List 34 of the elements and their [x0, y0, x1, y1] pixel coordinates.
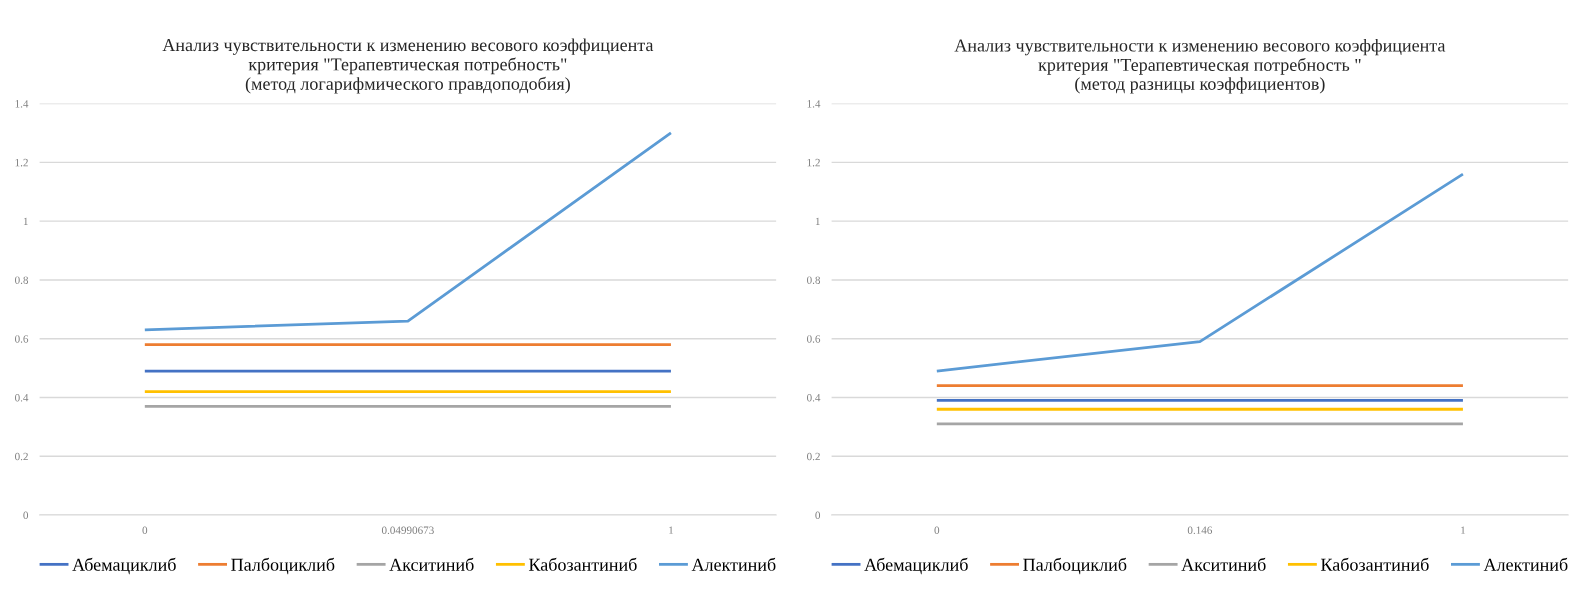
legend-label: Кабозантиниб	[1320, 557, 1429, 571]
y-tick-label: 0.8	[15, 276, 29, 284]
y-tick-label: 0.2	[807, 452, 820, 461]
y-tick-label: 0.2	[15, 452, 28, 461]
y-tick-label: 0	[23, 511, 29, 519]
x-tick-label: 0	[142, 526, 148, 534]
legend-label: Алектиниб	[691, 557, 776, 571]
y-tick-label: 0	[815, 511, 821, 519]
x-tick-label: 1	[1461, 526, 1466, 534]
legend-label: Палбоциклиб	[231, 557, 335, 575]
legend-label: Акситиниб	[1181, 557, 1266, 571]
y-tick-label: 1	[815, 217, 820, 226]
x-tick-label: 1	[669, 526, 674, 534]
x-tick-label: 0.04990673	[381, 526, 434, 535]
y-tick-label: 0.4	[807, 393, 821, 402]
chart-title: Анализ чувствительности к изменению весового коэффициента критерия "Терапевтическая потребность " (метод разницы коэффициентов)	[954, 38, 1446, 94]
y-tick-label: 1	[23, 217, 28, 226]
y-tick-label: 1.4	[807, 100, 821, 108]
legend-label: Абемациклиб	[864, 557, 968, 575]
x-tick-label: 0.146	[1187, 526, 1213, 535]
y-tick-label: 1.2	[807, 158, 820, 167]
y-tick-label: 0.4	[15, 393, 29, 402]
legend-label: Абемациклиб	[72, 557, 176, 575]
legend-label: Акситиниб	[389, 557, 474, 571]
y-tick-label: 0.6	[15, 335, 29, 343]
legend-label: Палбоциклиб	[1023, 557, 1127, 575]
y-tick-label: 1.2	[15, 158, 28, 167]
legend-label: Алектиниб	[1483, 557, 1568, 571]
y-tick-label: 0.6	[807, 335, 821, 343]
y-tick-label: 1.4	[15, 100, 29, 108]
chart-title: Анализ чувствительности к изменению весового коэффициента критерия "Терапевтическая потребность" (метод логарифмического правдоподобия)	[162, 38, 654, 94]
y-tick-label: 0.8	[807, 276, 821, 284]
legend-label: Кабозантиниб	[528, 557, 637, 571]
x-tick-label: 0	[934, 526, 940, 534]
